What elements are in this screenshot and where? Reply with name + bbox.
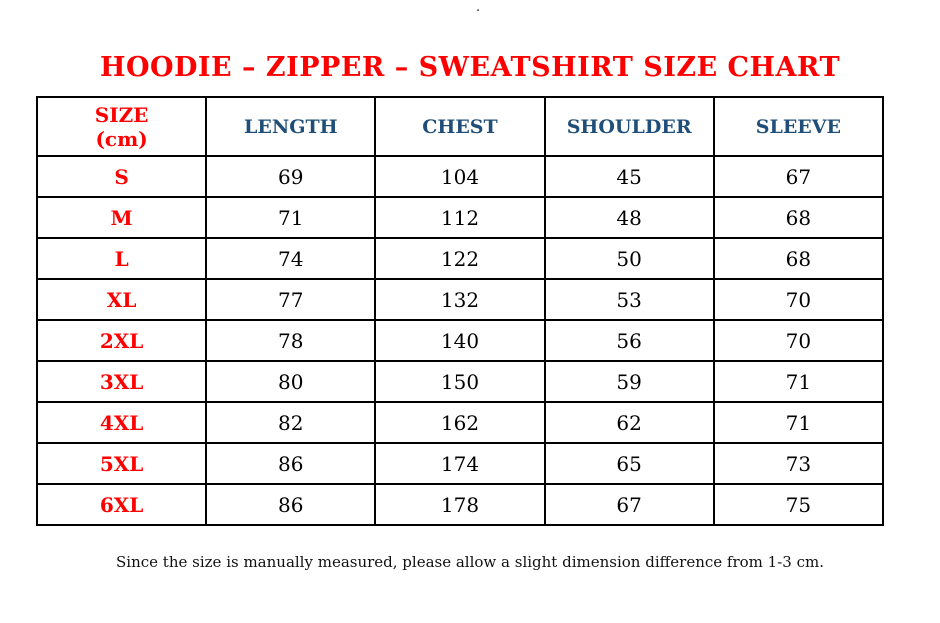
size-cell: L xyxy=(35,237,208,280)
size-header-line2: (cm) xyxy=(95,126,148,151)
length-cell: 74 xyxy=(205,237,377,280)
length-cell: 71 xyxy=(205,196,377,239)
table-row: 6XL 86 178 67 75 xyxy=(35,483,885,526)
table-row: 2XL 78 140 56 70 xyxy=(35,319,885,362)
sleeve-cell: 71 xyxy=(712,401,885,444)
length-cell: 80 xyxy=(205,360,377,403)
table-row: M 71 112 48 68 xyxy=(35,196,885,239)
size-cell: M xyxy=(35,196,208,239)
header-row: SIZE (cm) LENGTH CHEST SHOULDER SLEEVE xyxy=(35,96,885,157)
table-row: XL 77 132 53 70 xyxy=(35,278,885,321)
length-cell: 78 xyxy=(205,319,377,362)
chest-cell: 112 xyxy=(374,196,546,239)
sleeve-cell: 71 xyxy=(712,360,885,403)
table-row: 3XL 80 150 59 71 xyxy=(35,360,885,403)
shoulder-cell: 59 xyxy=(543,360,715,403)
sleeve-column-header: SLEEVE xyxy=(712,96,885,157)
chest-cell: 104 xyxy=(374,155,546,198)
size-header-line1: SIZE xyxy=(94,102,149,127)
size-table-body: S 69 104 45 67 M 71 112 48 68 L 74 122 5… xyxy=(35,155,885,526)
size-cell: 6XL xyxy=(35,483,208,526)
chest-cell: 122 xyxy=(374,237,546,280)
chest-cell: 150 xyxy=(374,360,546,403)
sleeve-cell: 75 xyxy=(712,483,885,526)
shoulder-cell: 50 xyxy=(543,237,715,280)
sleeve-cell: 70 xyxy=(712,278,885,321)
length-cell: 86 xyxy=(205,483,377,526)
sleeve-cell: 70 xyxy=(712,319,885,362)
size-column-header: SIZE (cm) xyxy=(35,96,208,157)
chest-cell: 132 xyxy=(374,278,546,321)
table-row: S 69 104 45 67 xyxy=(35,155,885,198)
length-cell: 82 xyxy=(205,401,377,444)
sleeve-cell: 68 xyxy=(712,196,885,239)
length-cell: 86 xyxy=(205,442,377,485)
size-cell: XL xyxy=(35,278,208,321)
chest-cell: 178 xyxy=(374,483,546,526)
length-cell: 77 xyxy=(205,278,377,321)
size-table-header: SIZE (cm) LENGTH CHEST SHOULDER SLEEVE xyxy=(35,96,885,157)
table-row: 5XL 86 174 65 73 xyxy=(35,442,885,485)
size-cell: 5XL xyxy=(35,442,208,485)
stray-dot-mark: . xyxy=(476,0,481,15)
shoulder-cell: 53 xyxy=(543,278,715,321)
length-column-header: LENGTH xyxy=(205,96,377,157)
chest-column-header: CHEST xyxy=(374,96,546,157)
shoulder-cell: 45 xyxy=(543,155,715,198)
sleeve-cell: 67 xyxy=(712,155,885,198)
sleeve-cell: 68 xyxy=(712,237,885,280)
shoulder-column-header: SHOULDER xyxy=(543,96,715,157)
sleeve-cell: 73 xyxy=(712,442,885,485)
length-cell: 69 xyxy=(205,155,377,198)
chest-cell: 162 xyxy=(374,401,546,444)
chest-cell: 174 xyxy=(374,442,546,485)
table-row: L 74 122 50 68 xyxy=(35,237,885,280)
size-cell: S xyxy=(35,155,208,198)
shoulder-cell: 62 xyxy=(543,401,715,444)
size-cell: 4XL xyxy=(35,401,208,444)
shoulder-cell: 48 xyxy=(543,196,715,239)
size-cell: 2XL xyxy=(35,319,208,362)
measurement-disclaimer: Since the size is manually measured, ple… xyxy=(116,553,824,571)
table-row: 4XL 82 162 62 71 xyxy=(35,401,885,444)
shoulder-cell: 67 xyxy=(543,483,715,526)
chest-cell: 140 xyxy=(374,319,546,362)
size-cell: 3XL xyxy=(35,360,208,403)
shoulder-cell: 56 xyxy=(543,319,715,362)
shoulder-cell: 65 xyxy=(543,442,715,485)
page-title: HOODIE – ZIPPER – SWEATSHIRT SIZE CHART xyxy=(99,52,841,84)
size-chart-table: SIZE (cm) LENGTH CHEST SHOULDER SLEEVE S… xyxy=(35,96,885,526)
